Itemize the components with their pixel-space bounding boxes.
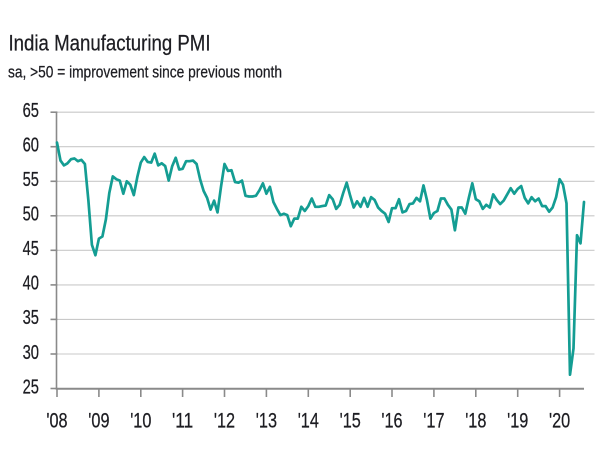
svg-text:30: 30	[23, 341, 39, 364]
svg-text:'10: '10	[130, 410, 151, 433]
svg-text:'16: '16	[381, 410, 402, 433]
svg-text:45: 45	[23, 237, 39, 260]
svg-text:35: 35	[23, 306, 39, 329]
svg-text:65: 65	[23, 99, 39, 122]
svg-text:'12: '12	[214, 410, 235, 433]
svg-text:'15: '15	[340, 410, 361, 433]
svg-text:55: 55	[23, 168, 39, 191]
svg-text:40: 40	[23, 272, 39, 295]
svg-text:'08: '08	[46, 410, 67, 433]
svg-text:'17: '17	[423, 410, 444, 433]
svg-text:'19: '19	[507, 410, 528, 433]
svg-text:'14: '14	[298, 410, 319, 433]
svg-text:'13: '13	[256, 410, 277, 433]
svg-text:'20: '20	[549, 410, 570, 433]
svg-text:'18: '18	[465, 410, 486, 433]
svg-text:'09: '09	[88, 410, 109, 433]
svg-text:'11: '11	[172, 410, 193, 433]
svg-text:60: 60	[23, 134, 39, 157]
svg-text:50: 50	[23, 203, 39, 226]
svg-text:25: 25	[23, 375, 39, 398]
svg-text:India Manufacturing PMI: India Manufacturing PMI	[9, 30, 211, 55]
svg-text:sa, >50 = improvement since pr: sa, >50 = improvement since previous mon…	[8, 63, 282, 81]
